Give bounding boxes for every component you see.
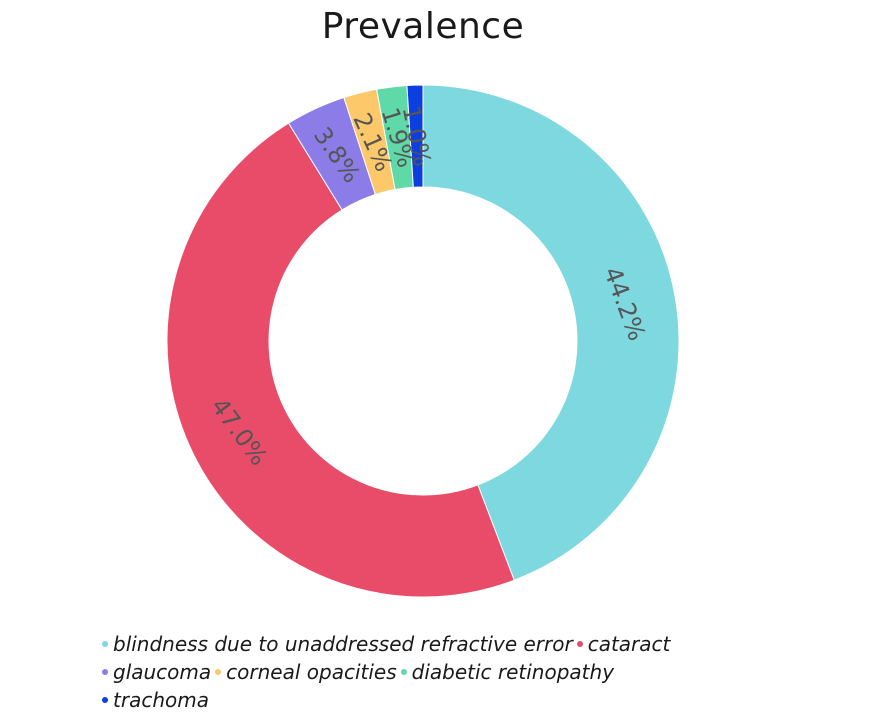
slice-cataract[interactable] — [166, 122, 515, 598]
legend-row-1: blindness due to unaddressed refractive … — [102, 630, 802, 658]
legend-label: glaucoma — [113, 660, 212, 684]
legend-label: diabetic retinopathy — [411, 660, 615, 684]
legend: blindness due to unaddressed refractive … — [102, 630, 802, 714]
legend-item[interactable]: corneal opacities — [215, 658, 397, 686]
legend-marker-icon — [215, 668, 222, 675]
legend-item[interactable]: trachoma — [102, 686, 209, 714]
legend-item[interactable]: diabetic retinopathy — [400, 658, 615, 686]
slice-trachoma[interactable] — [406, 84, 424, 188]
legend-label: blindness due to unaddressed refractive … — [113, 632, 573, 656]
slices-group — [166, 84, 680, 598]
legend-marker-icon — [102, 696, 108, 703]
legend-marker-icon — [400, 668, 407, 675]
legend-label: cataract — [587, 632, 671, 656]
legend-item[interactable]: glaucoma — [102, 658, 211, 686]
legend-item[interactable]: blindness due to unaddressed refractive … — [102, 630, 573, 658]
chart-title: Prevalence — [321, 6, 525, 47]
donut-chart: 44.2%47.0%3.8%2.1%1.9%1.0% — [166, 84, 680, 598]
legend-marker-icon — [102, 640, 108, 647]
legend-label: trachoma — [113, 688, 209, 712]
slice-blindness-due-to-unaddressed-refractive-error[interactable] — [422, 84, 680, 581]
legend-label: corneal opacities — [226, 660, 397, 684]
legend-item[interactable]: cataract — [576, 630, 671, 658]
legend-row-2: glaucoma corneal opacities diabetic retino… — [102, 658, 802, 686]
legend-marker-icon — [102, 668, 108, 675]
legend-row-3: trachoma — [102, 686, 802, 714]
legend-marker-icon — [576, 640, 583, 647]
